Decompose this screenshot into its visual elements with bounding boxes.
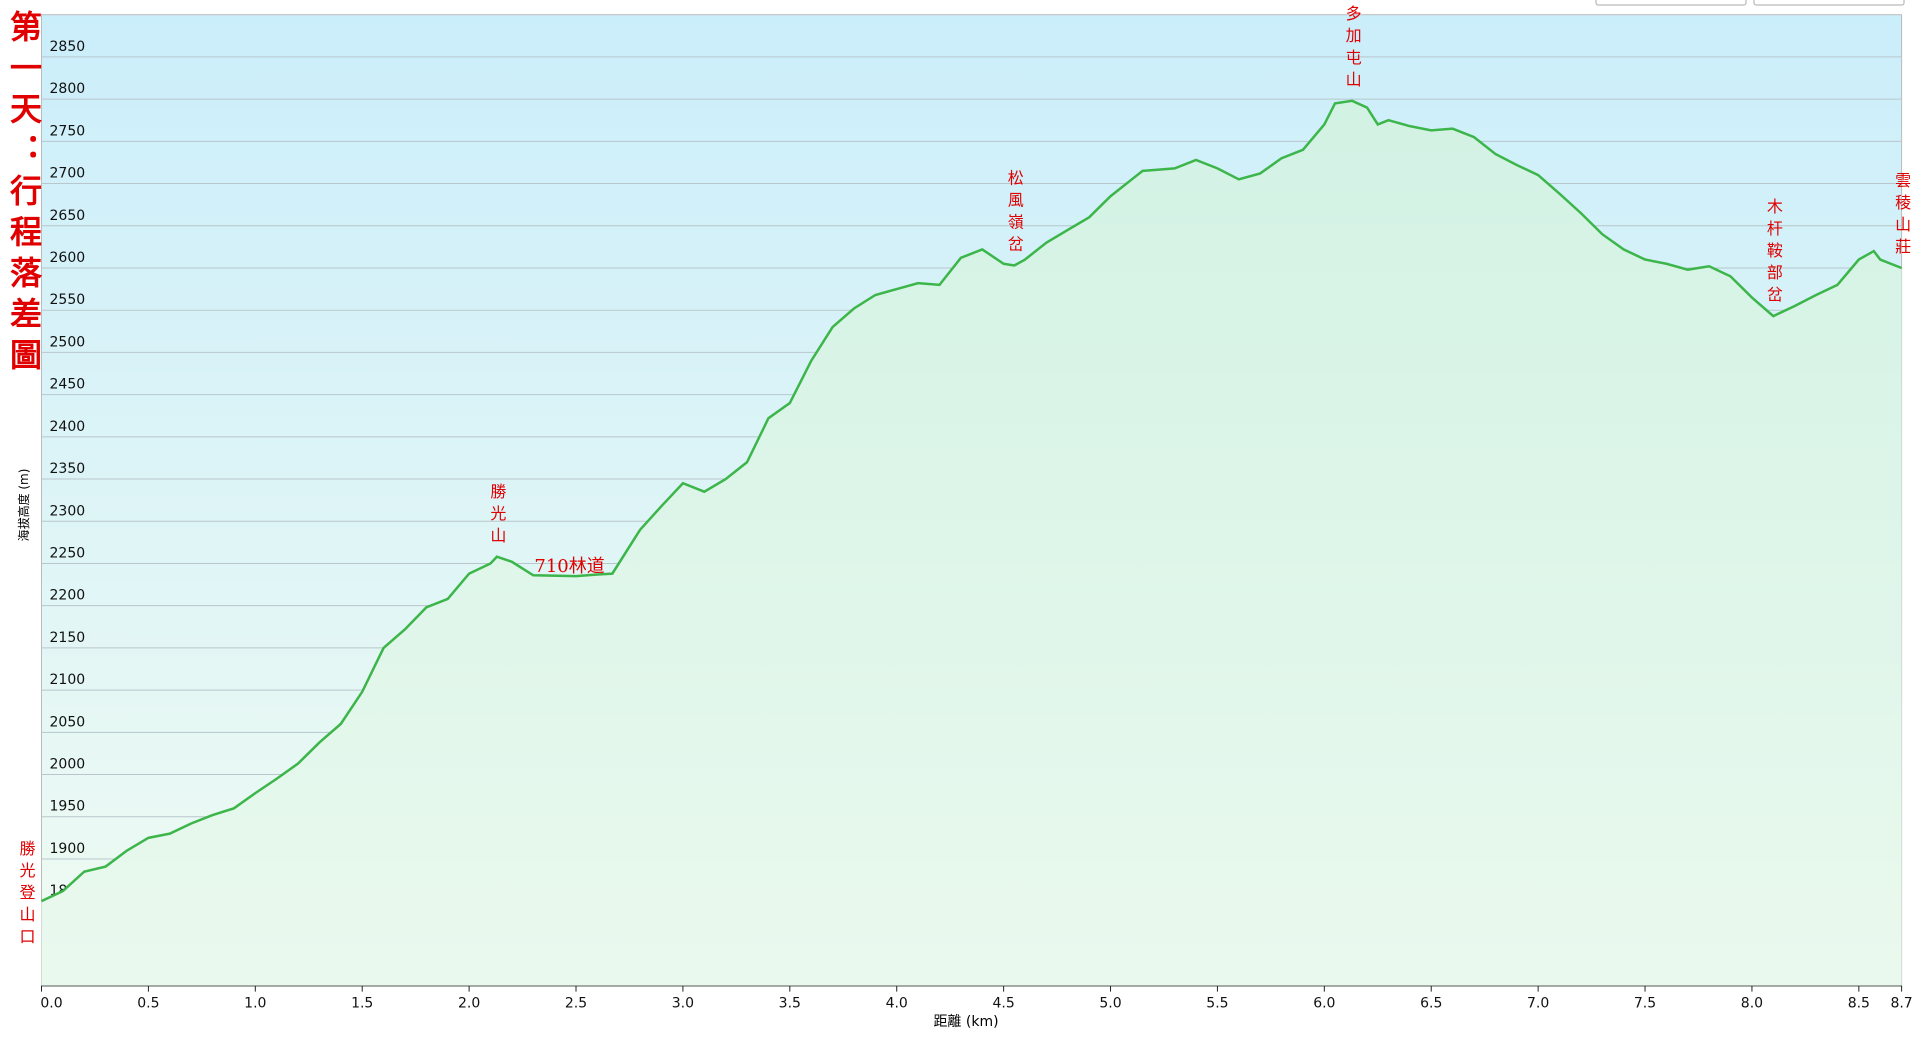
start-label: 勝光登山口 <box>17 840 36 950</box>
y-tick-label: 2050 <box>50 714 86 730</box>
x-tick-label: 1.5 <box>351 996 373 1012</box>
y-tick-label: 2350 <box>50 461 86 477</box>
y-tick-label: 2000 <box>50 757 86 773</box>
x-tick-label: 2.0 <box>458 996 480 1012</box>
chart-title: 第一天：行程落差圖 <box>5 10 43 379</box>
y-tick-label: 1950 <box>50 799 86 815</box>
annotation: 雲稜山莊 <box>1892 172 1911 260</box>
y-tick-label: 2550 <box>50 292 86 308</box>
y-tick-label: 2200 <box>50 588 86 604</box>
x-tick-label: 7.5 <box>1634 996 1656 1012</box>
x-tick-label: 8.5 <box>1848 996 1870 1012</box>
x-tick-label: 1.0 <box>244 996 266 1012</box>
x-axis-label: 距離 (km) <box>933 1013 998 1030</box>
x-tick-label: 7.0 <box>1527 996 1549 1012</box>
y-tick-label: 2300 <box>50 503 86 519</box>
y-tick-label: 2500 <box>50 334 86 350</box>
y-tick-label: 2250 <box>50 545 86 561</box>
y-tick-label: 2700 <box>50 166 86 182</box>
x-tick-label: 3.0 <box>672 996 694 1012</box>
x-tick-label: 2.5 <box>565 996 587 1012</box>
y-tick-label: 1900 <box>50 841 86 857</box>
annotation: 木杆鞍部岔 <box>1764 198 1783 308</box>
y-tick-label: 2800 <box>50 81 86 97</box>
x-tick-label: 6.0 <box>1313 996 1335 1012</box>
button[interactable] <box>1753 0 1905 6</box>
annotation: 松風嶺岔 <box>1005 169 1024 257</box>
y-tick-label: 2750 <box>50 123 86 139</box>
x-tick-label: 8.7 <box>1890 996 1912 1012</box>
x-tick-label: 0.5 <box>137 996 159 1012</box>
area <box>41 100 1902 986</box>
x-tick-label: 3.5 <box>779 996 801 1012</box>
y-tick-label: 2100 <box>50 672 86 688</box>
y-tick-label: 2400 <box>50 419 86 435</box>
road-label: 710林道 <box>534 556 604 577</box>
y-tick-label: 2150 <box>50 630 86 646</box>
line <box>40 99 1903 903</box>
x-tick-label: 5.5 <box>1206 996 1228 1012</box>
y-tick-label: 2600 <box>50 250 86 266</box>
x-tick-label: 4.0 <box>886 996 908 1012</box>
button[interactable] <box>1595 0 1747 6</box>
annotation: 多加屯山 <box>1343 5 1362 93</box>
y-tick-label: 2450 <box>50 377 86 393</box>
x-tick-label: 6.5 <box>1420 996 1442 1012</box>
y-axis-label: 海拔高度 (m) <box>16 469 31 542</box>
x-tick-label: 4.5 <box>992 996 1014 1012</box>
x-tick-label: 0.0 <box>40 996 62 1012</box>
y-tick-label: 2850 <box>50 39 86 55</box>
y-tick-label: 2650 <box>50 208 86 224</box>
x-tick-label: 8.0 <box>1741 996 1763 1012</box>
annotation: 勝光山 <box>487 483 506 549</box>
x-tick-label: 5.0 <box>1099 996 1121 1012</box>
